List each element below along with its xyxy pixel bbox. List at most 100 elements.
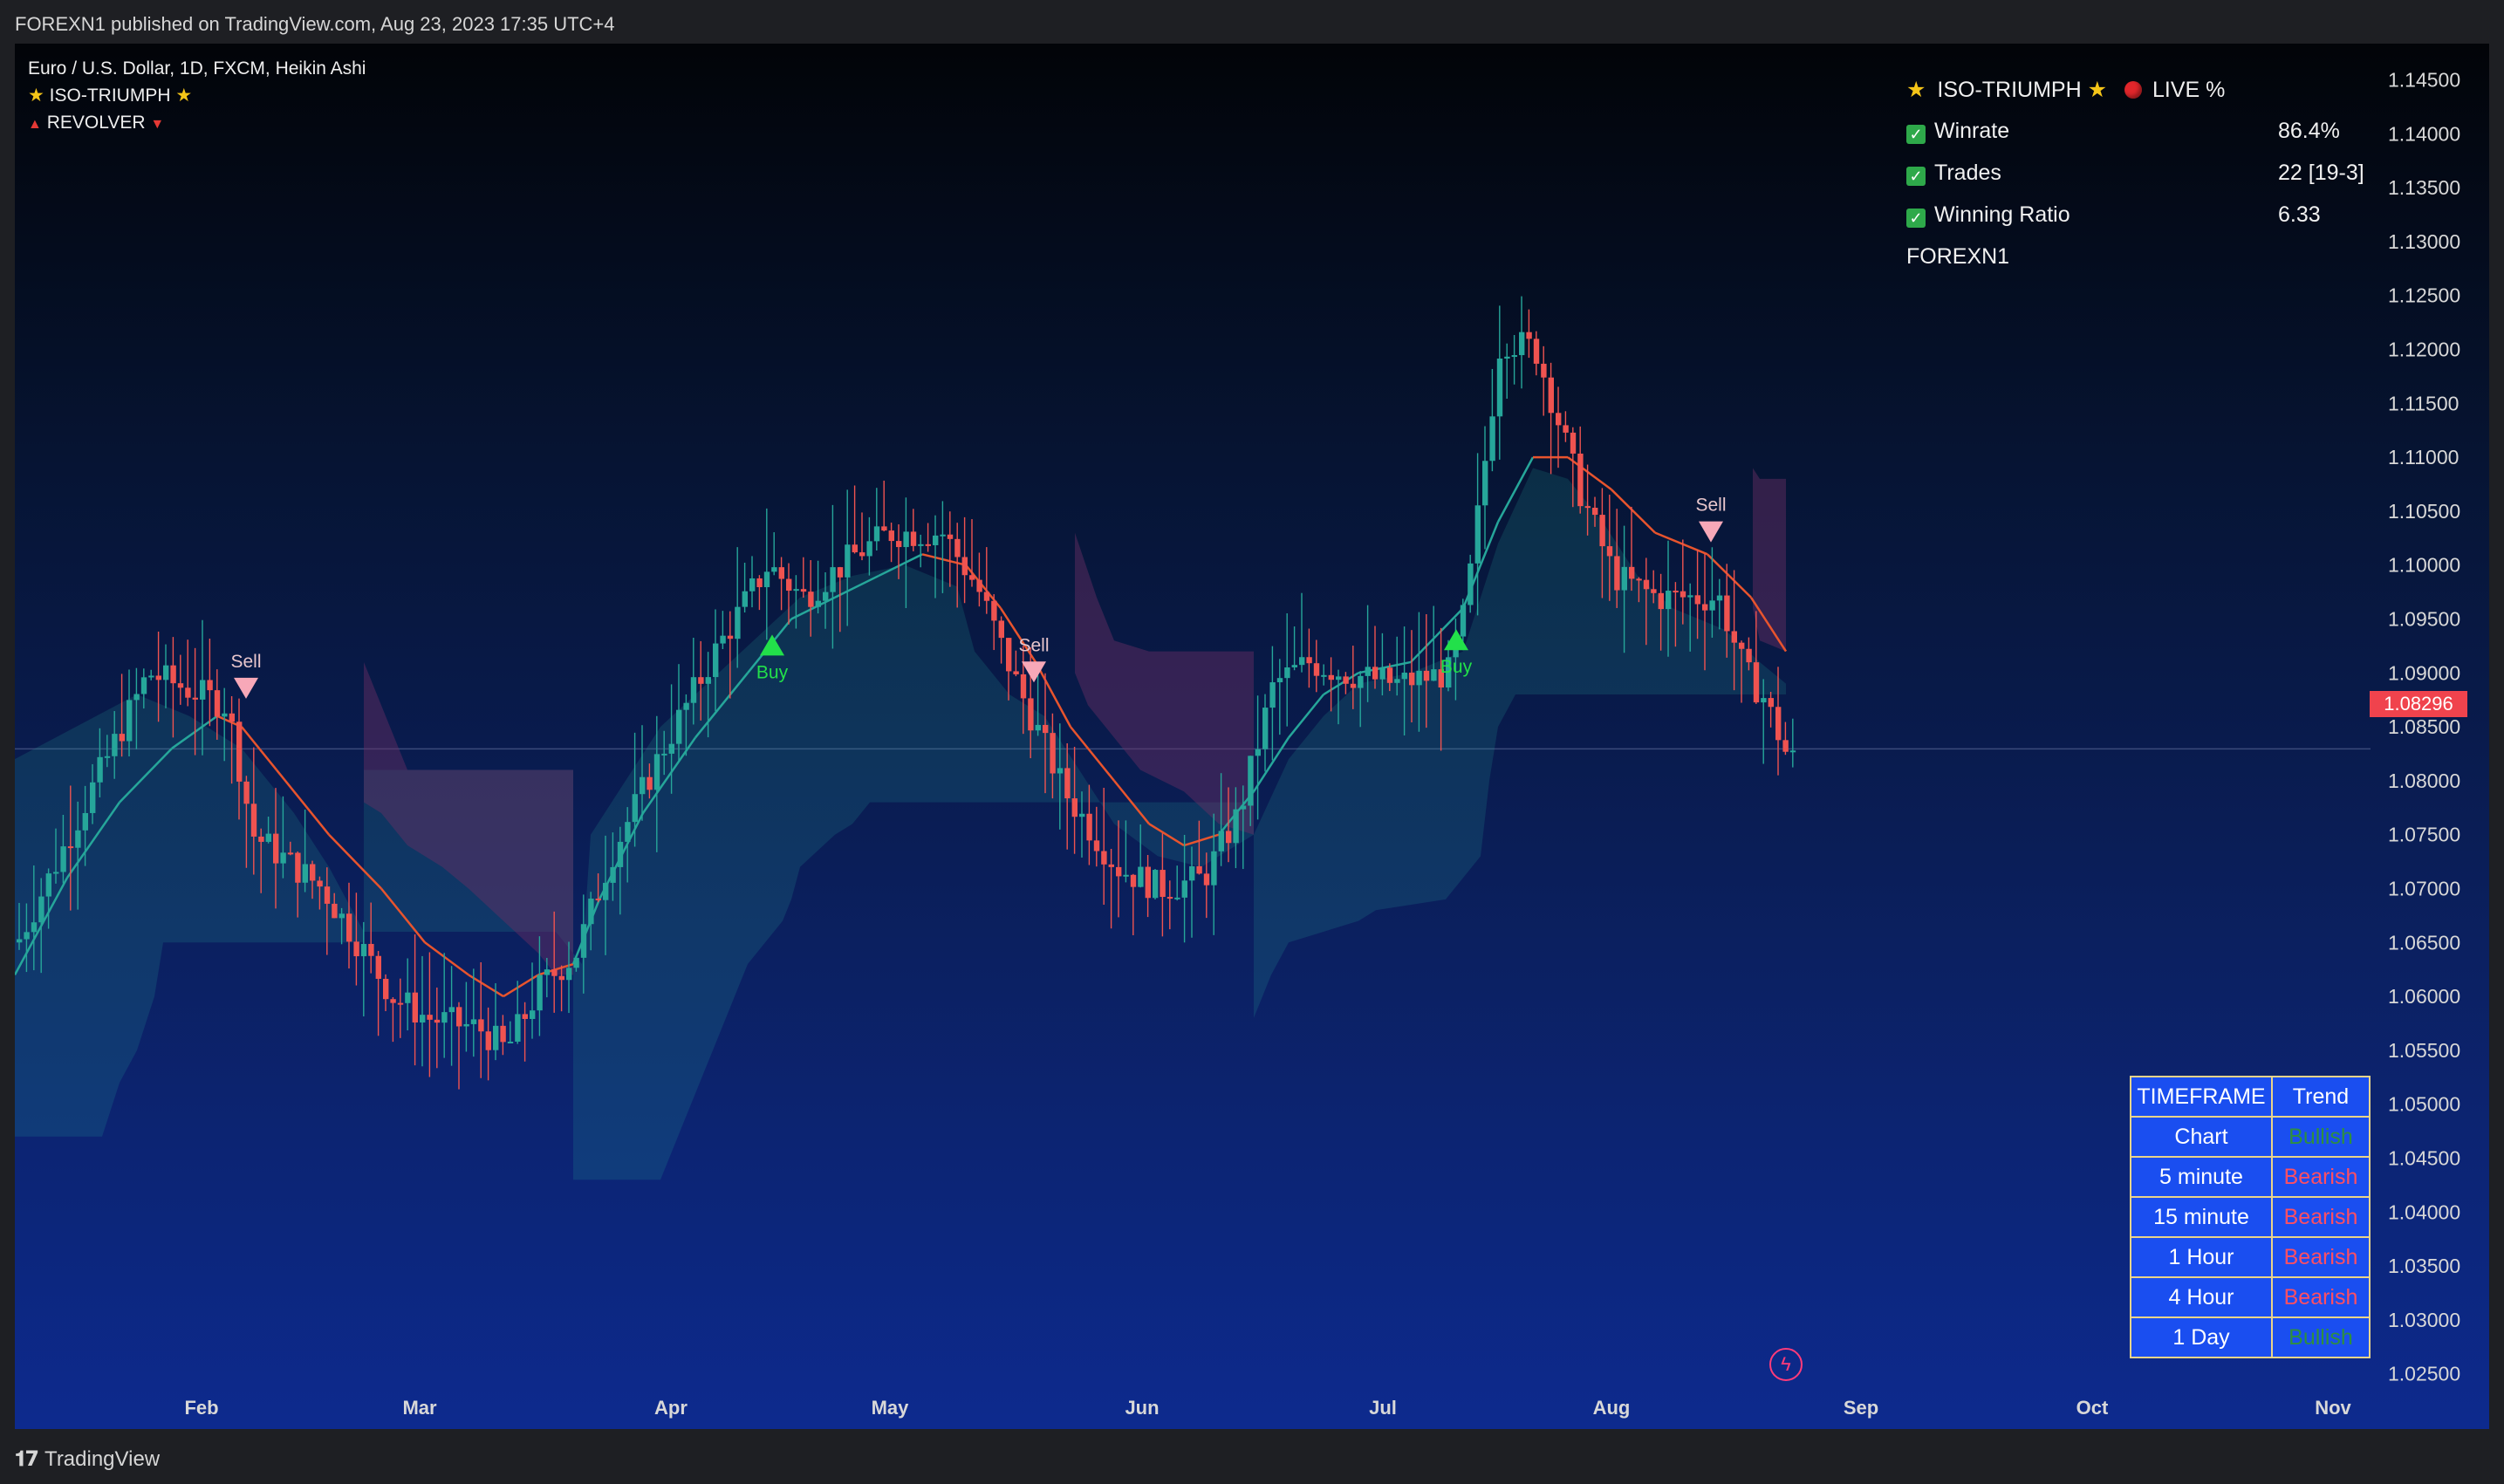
triangle-down-icon: ▼	[150, 117, 165, 132]
candle-body	[17, 939, 23, 943]
candle-body	[653, 754, 660, 790]
ema-line-segment	[1611, 489, 1656, 534]
ema-line-segment	[999, 607, 1037, 663]
ema-line-segment	[65, 801, 121, 879]
candle-body	[1621, 566, 1627, 591]
indicator-revolver[interactable]: ▲ REVOLVER ▼	[28, 109, 366, 138]
candle-body	[295, 852, 301, 883]
live-label: LIVE %	[2152, 78, 2226, 102]
ema-line-segment	[1707, 553, 1752, 598]
trend-row: Chart Bullish	[2130, 1116, 2371, 1158]
candle-body	[647, 776, 653, 790]
candle-body	[793, 589, 799, 592]
candle-body	[1761, 698, 1767, 703]
candle-body	[1181, 880, 1187, 898]
candle-body	[1446, 657, 1452, 688]
candle-body	[1203, 873, 1210, 886]
candle-body	[1306, 657, 1312, 664]
candle-body	[133, 694, 140, 701]
candle-body	[1240, 805, 1247, 810]
publish-header: FOREXN1 published on TradingView.com, Au…	[0, 0, 2504, 44]
ema-line-segment	[276, 769, 330, 836]
price-axis-label: 1.06000	[2388, 985, 2460, 1008]
candle-body	[640, 776, 646, 795]
symbol-title[interactable]: Euro / U.S. Dollar, 1D, FXCM, Heikin Ash…	[28, 58, 366, 79]
candle-body	[1666, 591, 1672, 610]
price-axis-label: 1.04000	[2388, 1200, 2460, 1223]
resistance-zone	[1753, 468, 1786, 652]
candle-body	[441, 1012, 448, 1023]
candle-body	[1006, 638, 1012, 672]
candle-body	[67, 846, 74, 849]
ema-line-segment	[1252, 736, 1290, 792]
chart-canvas[interactable]: 1.14500 1.14000 1.13500 1.13000 1.12500 1.120…	[15, 44, 2489, 1429]
buy-signal-label: Buy	[1440, 657, 1473, 677]
candle-body	[53, 872, 59, 874]
candle-body	[698, 677, 704, 684]
candle-body	[1064, 768, 1071, 799]
trend-row: 15 minute Bearish	[2130, 1196, 2371, 1238]
price-axis-label: 1.04500	[2388, 1147, 2460, 1170]
ema-line-segment	[1148, 823, 1185, 847]
candle-body	[1028, 698, 1034, 731]
candle-body	[1789, 750, 1796, 753]
candle-body	[632, 794, 638, 823]
candle-body	[1313, 663, 1320, 676]
candle-body	[830, 567, 836, 592]
price-axis-label: 1.05000	[2388, 1093, 2460, 1116]
ratio-label: Winning Ratio	[1934, 202, 2070, 227]
price-axis-label: 1.11000	[2388, 446, 2459, 468]
candle-body	[1694, 595, 1700, 605]
resistance-zone	[1075, 532, 1254, 835]
candle-body	[815, 600, 821, 607]
time-axis-label: Jun	[1125, 1397, 1159, 1419]
candle-body	[1394, 679, 1400, 683]
candle-body	[1299, 657, 1305, 666]
candle-body	[625, 822, 631, 842]
price-axis-label: 1.13500	[2388, 176, 2460, 199]
trades-row: ✓ Trades	[1906, 161, 2001, 186]
candle-body	[1211, 851, 1217, 886]
timeframe-cell: 4 Hour	[2130, 1276, 2273, 1318]
candle-body	[1768, 698, 1774, 708]
star-icon: ★	[1906, 78, 1926, 102]
ema-line-segment	[424, 941, 469, 976]
candle-body	[1379, 667, 1385, 680]
candle-body	[1086, 813, 1092, 841]
candle-body	[954, 538, 961, 557]
candle-body	[397, 1002, 404, 1005]
ema-line-segment	[241, 726, 277, 771]
candle-body	[82, 812, 88, 831]
candle-body	[1123, 874, 1129, 877]
lightning-icon[interactable]: ϟ	[1769, 1348, 1803, 1381]
candle-body	[742, 591, 748, 607]
price-axis-label: 1.03000	[2388, 1309, 2460, 1331]
ema-line-segment	[503, 974, 539, 998]
candle-body	[200, 680, 206, 700]
ema-line-segment	[1654, 531, 1708, 556]
indicator-iso-triumph[interactable]: ★ ISO-TRIUMPH ★	[28, 82, 366, 109]
tradingview-logo[interactable]: 𝟏𝟳 TradingView	[15, 1446, 160, 1472]
candle-body	[1658, 592, 1664, 610]
trend-row: 1 Day Bullish	[2130, 1316, 2371, 1358]
candle-body	[1724, 595, 1730, 632]
candle-body	[690, 677, 697, 703]
ema-line-segment	[380, 887, 426, 944]
ema-line-segment	[468, 974, 504, 998]
sell-signal-label: Sell	[1695, 496, 1726, 516]
candle-body	[720, 635, 726, 644]
chart-area[interactable]: 1.14500 1.14000 1.13500 1.13000 1.12500 1.120…	[15, 44, 2489, 1429]
candle-body	[983, 592, 990, 601]
candle-body	[617, 841, 624, 867]
candle-body	[1753, 662, 1760, 703]
header-timeframe: TIMEFRAME	[2130, 1076, 2273, 1118]
candle-body	[588, 898, 594, 925]
price-axis-label: 1.09000	[2388, 661, 2460, 684]
candle-body	[31, 922, 38, 933]
candle-body	[1269, 682, 1276, 708]
candle-body	[427, 1015, 433, 1020]
candle-body	[1584, 506, 1591, 509]
candle-body	[763, 571, 770, 588]
candle-body	[155, 675, 161, 680]
candle-body	[1511, 355, 1517, 358]
